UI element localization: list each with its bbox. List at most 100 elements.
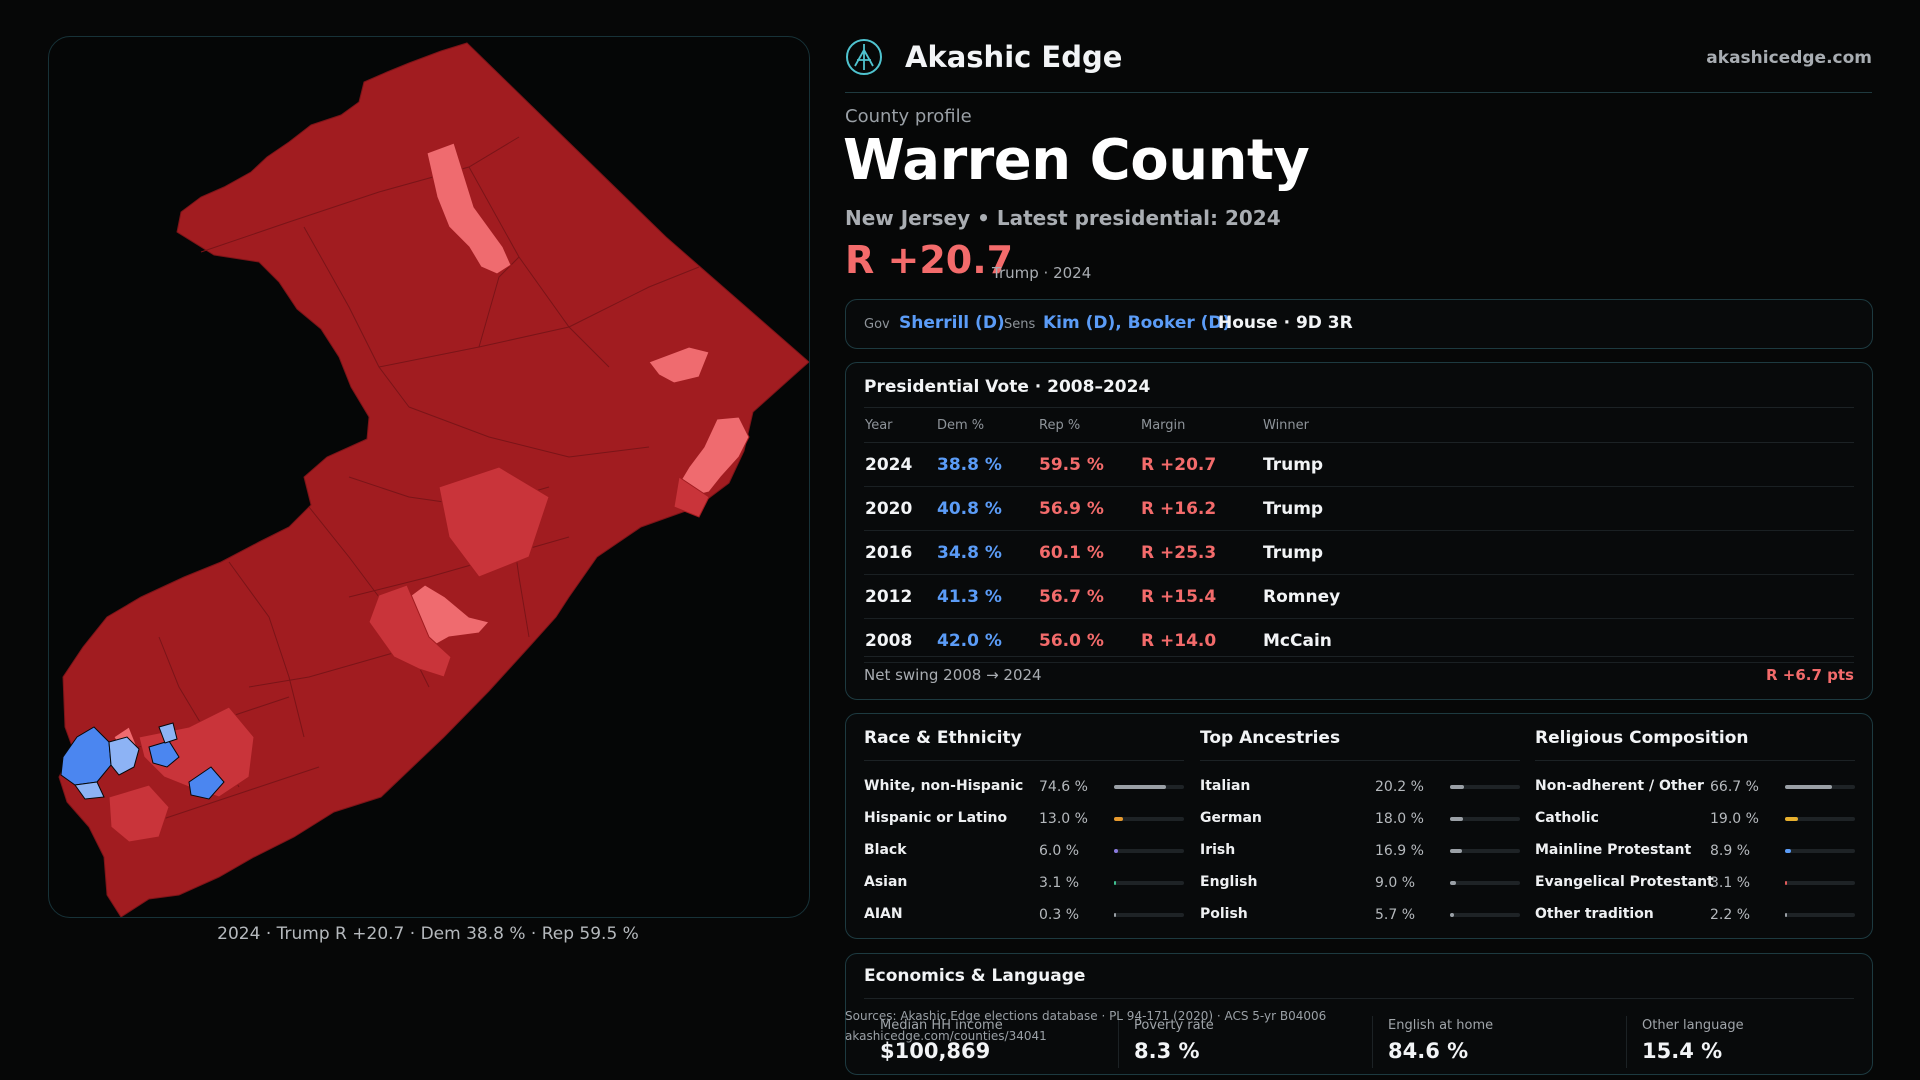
item-name: Black	[864, 842, 907, 858]
table-row[interactable]: 2024 38.8 % 59.5 % R +20.7 Trump	[864, 442, 1854, 487]
list-item: Evangelical Protestant 3.1 %	[1535, 868, 1855, 900]
item-name: German	[1200, 810, 1262, 826]
item-percent: 6.0 %	[1039, 843, 1080, 859]
item-percent: 66.7 %	[1710, 779, 1759, 795]
senators-link[interactable]: Kim (D), Booker (D)	[1043, 313, 1231, 333]
precinct-mid-r[interactable]	[108, 466, 710, 843]
cell-margin: R +25.3	[1140, 530, 1262, 575]
brand-name[interactable]: Akashic Edge	[905, 40, 1123, 74]
metric-other-language: Other language 15.4 %	[1642, 1018, 1882, 1063]
item-bar-track	[1450, 881, 1520, 885]
sources-url-link[interactable]: akashicedge.com/counties/34041	[845, 1029, 1047, 1043]
cell-dem: 34.8 %	[936, 530, 1038, 575]
table-row[interactable]: 2016 34.8 % 60.1 % R +25.3 Trump	[864, 530, 1854, 575]
item-name: AIAN	[864, 906, 903, 922]
list-item: Asian 3.1 %	[864, 868, 1184, 900]
col-winner: Winner	[1262, 407, 1854, 443]
county-outline[interactable]	[58, 42, 809, 917]
akashic-logo-icon[interactable]	[845, 38, 883, 76]
list-item: Italian 20.2 %	[1200, 772, 1520, 804]
county-map-panel[interactable]	[48, 36, 810, 918]
ancestry-section: Top Ancestries Italian 20.2 % German 18.0 %…	[1200, 714, 1520, 938]
precinct-light-d[interactable]	[74, 722, 178, 800]
item-bar-fill	[1114, 849, 1118, 853]
col-dem: Dem %	[936, 407, 1038, 443]
cell-margin: R +15.4	[1140, 574, 1262, 619]
list-item: Catholic 19.0 %	[1535, 804, 1855, 836]
item-bar-track	[1785, 849, 1855, 853]
brand-url-link[interactable]: akashicedge.com	[1706, 48, 1872, 68]
list-item: Non-adherent / Other 66.7 %	[1535, 772, 1855, 804]
metric-poverty-rate: Poverty rate 8.3 %	[1134, 1018, 1374, 1063]
metric-value: 15.4 %	[1642, 1039, 1723, 1063]
cell-year: 2020	[864, 486, 936, 531]
list-item: Black 6.0 %	[864, 836, 1184, 868]
item-bar-track	[1114, 913, 1184, 917]
item-bar-track	[1114, 849, 1184, 853]
item-bar-fill	[1114, 881, 1116, 885]
demographics-card: Race & Ethnicity White, non-Hispanic 74.6…	[845, 713, 1873, 939]
metric-value: $100,869	[880, 1039, 991, 1063]
item-name: Evangelical Protestant	[1535, 874, 1714, 890]
presidential-title: Presidential Vote · 2008–2024	[864, 377, 1151, 397]
cell-winner: Romney	[1262, 574, 1854, 619]
item-bar-fill	[1785, 817, 1798, 821]
governor-link[interactable]: Sherrill (D)	[899, 313, 1005, 333]
item-percent: 3.1 %	[1039, 875, 1080, 891]
col-margin: Margin	[1140, 407, 1262, 443]
cell-dem: 42.0 %	[936, 618, 1038, 663]
latest-margin-note: Trump · 2024	[992, 264, 1092, 282]
economics-divider	[864, 998, 1854, 999]
table-row[interactable]: 2008 42.0 % 56.0 % R +14.0 McCain	[864, 618, 1854, 663]
metric-label: Median HH income	[880, 1018, 1003, 1033]
religion-section: Religious Composition Non-adherent / Oth…	[1535, 714, 1855, 938]
item-bar-fill	[1785, 913, 1787, 917]
item-percent: 16.9 %	[1375, 843, 1424, 859]
item-bar-fill	[1114, 785, 1166, 789]
metric-median-income: Median HH income $100,869	[880, 1018, 1120, 1063]
list-item: Mainline Protestant 8.9 %	[1535, 836, 1855, 868]
item-name: White, non-Hispanic	[864, 778, 1024, 794]
table-row[interactable]: 2020 40.8 % 56.9 % R +16.2 Trump	[864, 486, 1854, 531]
net-swing-value: R +6.7 pts	[1766, 666, 1854, 684]
page-subtitle: New Jersey • Latest presidential: 2024	[845, 206, 1281, 230]
ancestry-divider	[1200, 760, 1520, 761]
metric-value: 8.3 %	[1134, 1039, 1200, 1063]
item-percent: 5.7 %	[1375, 907, 1416, 923]
item-bar-fill	[1450, 881, 1456, 885]
item-bar-track	[1114, 785, 1184, 789]
item-bar-track	[1114, 881, 1184, 885]
list-item: English 9.0 %	[1200, 868, 1520, 900]
precinct-lean-d[interactable]	[60, 726, 225, 800]
item-bar-track	[1114, 817, 1184, 821]
swing-divider	[864, 656, 1854, 657]
gov-label: Gov	[864, 317, 890, 332]
cell-rep: 56.9 %	[1038, 486, 1140, 531]
cell-rep: 59.5 %	[1038, 442, 1140, 487]
county-precinct-map[interactable]	[49, 37, 809, 917]
religion-divider	[1535, 760, 1855, 761]
economics-title: Economics & Language	[864, 966, 1086, 986]
item-percent: 0.3 %	[1039, 907, 1080, 923]
item-bar-track	[1450, 913, 1520, 917]
sens-label: Sens	[1004, 317, 1036, 332]
item-bar-fill	[1785, 881, 1787, 885]
page-eyebrow: County profile	[845, 106, 972, 127]
list-item: Polish 5.7 %	[1200, 900, 1520, 932]
item-percent: 3.1 %	[1710, 875, 1751, 891]
race-ethnicity-section: Race & Ethnicity White, non-Hispanic 74.6…	[864, 714, 1184, 938]
cell-winner: Trump	[1262, 530, 1854, 575]
col-year: Year	[864, 407, 936, 443]
item-bar-fill	[1450, 785, 1464, 789]
cell-winner: Trump	[1262, 442, 1854, 487]
item-name: Non-adherent / Other	[1535, 778, 1704, 794]
item-bar-track	[1450, 849, 1520, 853]
metric-value: 84.6 %	[1388, 1039, 1469, 1063]
metric-label: Other language	[1642, 1018, 1744, 1033]
race-divider	[864, 760, 1184, 761]
cell-dem: 38.8 %	[936, 442, 1038, 487]
net-swing-label: Net swing 2008 → 2024	[864, 666, 1042, 684]
table-row[interactable]: 2012 41.3 % 56.7 % R +15.4 Romney	[864, 574, 1854, 619]
precinct-lean-r[interactable]	[113, 142, 750, 764]
item-bar-fill	[1450, 913, 1454, 917]
